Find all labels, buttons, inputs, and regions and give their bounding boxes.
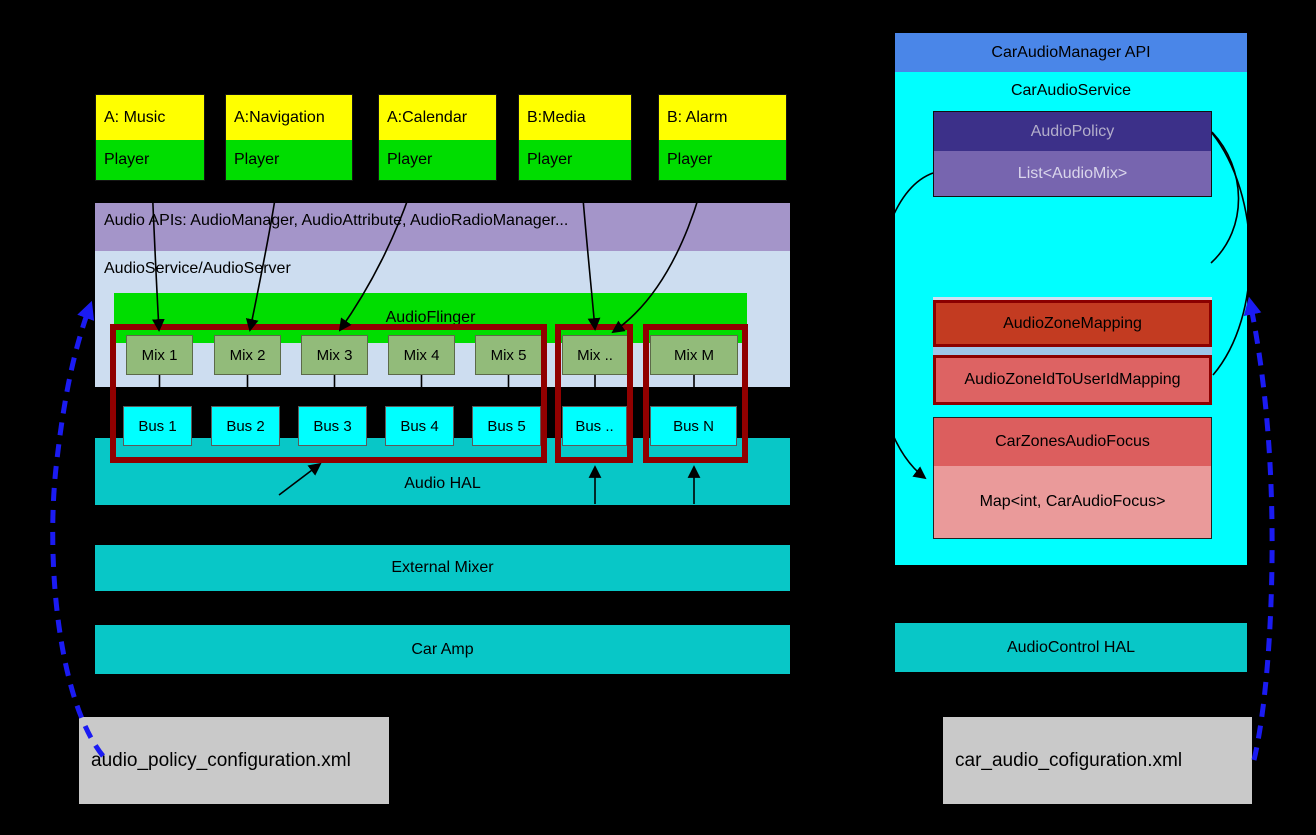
- app-zone-label: A:Calendar: [379, 95, 496, 140]
- zone-group-outline-dots: [555, 324, 633, 463]
- app-player-label: Player: [226, 140, 352, 180]
- audio-control-hal-bar: AudioControl HAL: [895, 623, 1247, 672]
- app-player-label: Player: [379, 140, 496, 180]
- app-box-calendar: A:Calendar Player: [378, 94, 497, 181]
- bus-box-4: Bus 4: [385, 406, 454, 446]
- mix-box-dots: Mix ..: [562, 335, 628, 375]
- audio-apis-bar: Audio APIs: AudioManager, AudioAttribute…: [95, 203, 790, 251]
- audio-policy-box: AudioPolicy: [934, 112, 1211, 151]
- app-box-alarm: B: Alarm Player: [658, 94, 787, 181]
- audio-policy-config-file-label: audio_policy_configuration.xml: [91, 749, 351, 771]
- app-player-label: Player: [519, 140, 631, 180]
- app-player-label: Player: [96, 140, 204, 180]
- app-zone-label: A: Music: [96, 95, 204, 140]
- mix-box-2: Mix 2: [214, 335, 281, 375]
- list-audiomix-box: List<AudioMix>: [934, 151, 1211, 196]
- mix-box-1: Mix 1: [126, 335, 193, 375]
- app-zone-label: B:Media: [519, 95, 631, 140]
- map-car-audio-focus-box: Map<int, CarAudioFocus>: [934, 466, 1211, 538]
- car-audio-service-title: CarAudioService: [1010, 82, 1132, 99]
- car-audio-config-file-box: car_audio_cofiguration.xml: [943, 717, 1252, 804]
- mix-box-m: Mix M: [650, 335, 738, 375]
- audio-service-label: AudioService/AudioServer: [104, 260, 291, 277]
- zone-group-outline-n: [643, 324, 748, 463]
- audio-apis-label: Audio APIs: AudioManager, AudioAttribute…: [104, 212, 569, 229]
- car-audio-config-file-label: car_audio_cofiguration.xml: [955, 749, 1183, 771]
- audio-hal-bar: Audio HAL: [95, 438, 790, 505]
- zone-group-outline-primary: [110, 324, 547, 463]
- audio-policy-unit: AudioPolicy List<AudioMix>: [933, 111, 1212, 197]
- audio-policy-config-file-box: audio_policy_configuration.xml: [79, 717, 389, 804]
- bus-box-dots: Bus ..: [562, 406, 627, 446]
- app-zone-label: A:Navigation: [226, 95, 352, 140]
- audio-control-hal-label: AudioControl HAL: [1006, 638, 1136, 656]
- bus-box-3: Bus 3: [298, 406, 367, 446]
- audio-zone-mapping-box: AudioZoneMapping: [933, 300, 1212, 347]
- external-mixer-bar: External Mixer: [95, 545, 790, 591]
- app-box-navigation: A:Navigation Player: [225, 94, 353, 181]
- bus-box-n: Bus N: [650, 406, 737, 446]
- app-player-label: Player: [659, 140, 786, 180]
- bus-box-5: Bus 5: [472, 406, 541, 446]
- mix-box-5: Mix 5: [475, 335, 542, 375]
- bus-box-1: Bus 1: [123, 406, 192, 446]
- car-zones-audio-focus-box: CarZonesAudioFocus: [934, 418, 1211, 466]
- bus-box-2: Bus 2: [211, 406, 280, 446]
- car-amp-label: Car Amp: [411, 640, 474, 658]
- car-amp-bar: Car Amp: [95, 625, 790, 674]
- audio-zone-id-to-user-id-mapping-box: AudioZoneIdToUserIdMapping: [933, 355, 1212, 405]
- mix-box-4: Mix 4: [388, 335, 455, 375]
- audio-hal-label: Audio HAL: [404, 474, 481, 492]
- arrow-car-audio-config-to-caraudioservice: [1243, 296, 1275, 761]
- car-audio-manager-api-bar: CarAudioManager API: [895, 33, 1247, 72]
- app-zone-label: B: Alarm: [659, 95, 786, 140]
- car-audio-manager-api-label: CarAudioManager API: [991, 43, 1151, 61]
- app-box-music: A: Music Player: [95, 94, 205, 181]
- mix-box-3: Mix 3: [301, 335, 368, 375]
- app-box-media: B:Media Player: [518, 94, 632, 181]
- car-zones-audio-focus-unit: CarZonesAudioFocus Map<int, CarAudioFocu…: [933, 417, 1212, 539]
- external-mixer-label: External Mixer: [391, 559, 494, 576]
